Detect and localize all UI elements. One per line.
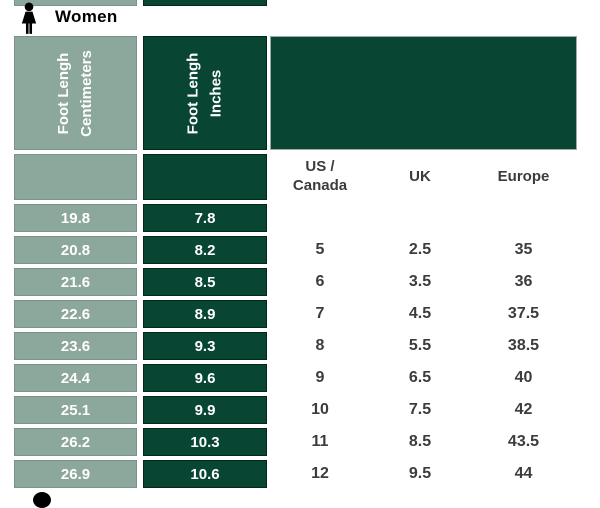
cell-us-canada: 5 bbox=[315, 241, 325, 258]
cell-uk: 8.5 bbox=[408, 433, 432, 450]
cell-uk: 5.5 bbox=[408, 337, 432, 354]
cell-europe: 37.5 bbox=[507, 305, 540, 322]
cell-uk: 6.5 bbox=[408, 369, 432, 386]
cell-inches: 7.8 bbox=[143, 204, 267, 232]
cell-cm: 26.2 bbox=[14, 428, 137, 456]
cell-uk bbox=[370, 204, 470, 232]
woman-icon bbox=[16, 2, 42, 40]
cell-inches: 8.2 bbox=[143, 236, 267, 264]
cell-us-canada: 12 bbox=[311, 465, 329, 482]
section-title: Women bbox=[55, 7, 118, 26]
cell-uk: 7.5 bbox=[408, 401, 432, 418]
header-green-block bbox=[270, 36, 577, 150]
header-line: Inches bbox=[207, 69, 224, 117]
cell-us-canada: 9 bbox=[315, 369, 325, 386]
blank-cell-centimeters bbox=[14, 154, 137, 200]
next-section-icon-partial bbox=[33, 492, 51, 508]
us-canada-line2: Canada bbox=[292, 177, 348, 194]
header-line: Centimeters bbox=[77, 49, 95, 137]
column-header-us-canada: US / Canada bbox=[270, 154, 370, 200]
cell-europe: 35 bbox=[514, 241, 533, 258]
cell-cm: 24.4 bbox=[14, 364, 137, 392]
cell-inches: 9.6 bbox=[143, 364, 267, 392]
header-line: Foot Lengh bbox=[54, 52, 72, 134]
blank-cell-inches bbox=[143, 154, 267, 200]
cell-us-canada: 6 bbox=[315, 273, 325, 290]
cell-cm: 23.6 bbox=[14, 332, 137, 360]
cell-cm: 26.9 bbox=[14, 460, 137, 488]
cell-inches: 8.5 bbox=[143, 268, 267, 296]
us-canada-line1: US / bbox=[305, 158, 335, 176]
previous-table-cell-partial-light bbox=[14, 0, 137, 6]
cell-uk: 4.5 bbox=[408, 305, 432, 322]
cell-cm: 21.6 bbox=[14, 268, 137, 296]
cell-uk: 2.5 bbox=[408, 241, 432, 258]
cell-europe: 44 bbox=[514, 465, 533, 482]
column-header-uk: UK bbox=[409, 167, 431, 185]
cell-inches: 10.6 bbox=[143, 460, 267, 488]
cell-cm: 19.8 bbox=[14, 204, 137, 232]
previous-table-cell-partial-dark bbox=[143, 0, 267, 6]
header-line: Foot Lengh bbox=[184, 52, 202, 134]
cell-inches: 8.9 bbox=[143, 300, 267, 328]
conversion-table: Foot Lengh Centimeters Foot Lengh Inches… bbox=[14, 36, 577, 488]
column-header-europe: Europe bbox=[497, 167, 550, 185]
cell-uk: 9.5 bbox=[408, 465, 432, 482]
cell-us-canada: 11 bbox=[311, 433, 329, 450]
cell-inches: 9.9 bbox=[143, 396, 267, 424]
cell-europe: 40 bbox=[514, 369, 533, 386]
cell-europe: 42 bbox=[514, 401, 533, 418]
cell-uk: 3.5 bbox=[408, 273, 432, 290]
cell-europe: 43.5 bbox=[507, 433, 540, 450]
cell-inches: 10.3 bbox=[143, 428, 267, 456]
cell-europe bbox=[470, 204, 577, 232]
cell-cm: 25.1 bbox=[14, 396, 137, 424]
cell-us-canada: 7 bbox=[315, 305, 325, 322]
cell-europe: 36 bbox=[514, 273, 533, 290]
cell-cm: 22.6 bbox=[14, 300, 137, 328]
cell-us-canada: 10 bbox=[311, 401, 329, 418]
cell-us-canada bbox=[270, 204, 370, 232]
column-header-foot-length-centimeters: Foot Lengh Centimeters bbox=[14, 36, 137, 150]
cell-cm: 20.8 bbox=[14, 236, 137, 264]
column-header-foot-length-inches: Foot Lengh Inches bbox=[143, 36, 267, 150]
cell-europe: 38.5 bbox=[507, 337, 540, 354]
cell-inches: 9.3 bbox=[143, 332, 267, 360]
cell-us-canada: 8 bbox=[315, 337, 325, 354]
